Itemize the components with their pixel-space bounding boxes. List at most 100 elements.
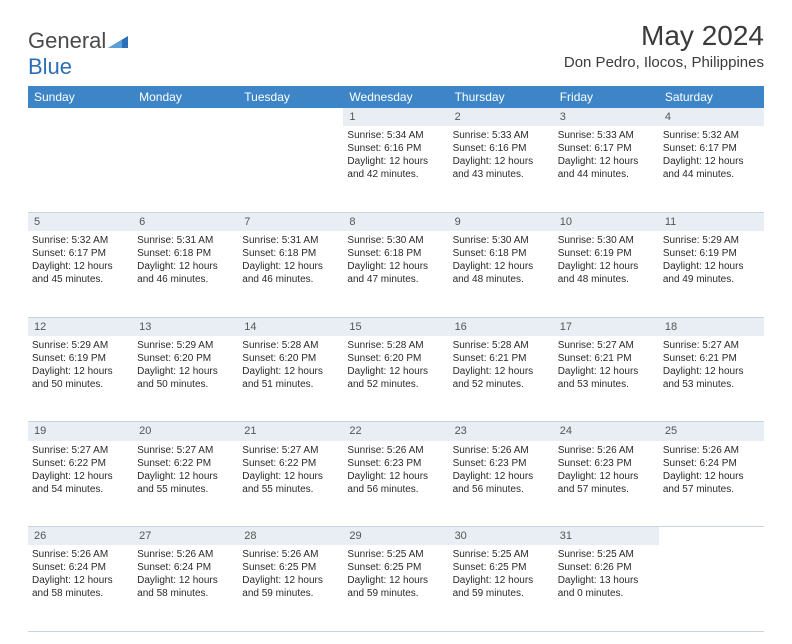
day-sunset: Sunset: 6:20 PM (347, 352, 444, 365)
day-number: 29 (343, 527, 448, 546)
day-content-row: Sunrise: 5:32 AMSunset: 6:17 PMDaylight:… (28, 231, 764, 317)
day-number-row: 1234 (28, 108, 764, 126)
day-day1: Daylight: 12 hours (32, 365, 129, 378)
day-sunset: Sunset: 6:23 PM (558, 457, 655, 470)
day-day2: and 58 minutes. (137, 587, 234, 600)
day-day2: and 45 minutes. (32, 273, 129, 286)
day-number: 10 (554, 212, 659, 231)
day-day2: and 56 minutes. (347, 483, 444, 496)
day-sunset: Sunset: 6:19 PM (32, 352, 129, 365)
day-cell (659, 545, 764, 631)
day-number: 19 (28, 422, 133, 441)
day-sunset: Sunset: 6:24 PM (32, 561, 129, 574)
day-sunset: Sunset: 6:22 PM (32, 457, 129, 470)
day-sunset: Sunset: 6:21 PM (558, 352, 655, 365)
day-cell: Sunrise: 5:28 AMSunset: 6:20 PMDaylight:… (238, 336, 343, 422)
day-sunset: Sunset: 6:17 PM (663, 142, 760, 155)
day-number: 28 (238, 527, 343, 546)
day-number: 24 (554, 422, 659, 441)
day-day2: and 47 minutes. (347, 273, 444, 286)
day-sunrise: Sunrise: 5:26 AM (242, 548, 339, 561)
day-number-row: 567891011 (28, 212, 764, 231)
header: GeneralBlue May 2024 Don Pedro, Ilocos, … (28, 20, 764, 80)
day-day2: and 52 minutes. (347, 378, 444, 391)
day-cell: Sunrise: 5:30 AMSunset: 6:18 PMDaylight:… (449, 231, 554, 317)
day-day1: Daylight: 12 hours (32, 574, 129, 587)
day-number: 5 (28, 212, 133, 231)
day-day2: and 0 minutes. (558, 587, 655, 600)
day-day1: Daylight: 12 hours (453, 155, 550, 168)
day-day2: and 54 minutes. (32, 483, 129, 496)
day-number: 1 (343, 108, 448, 126)
day-sunset: Sunset: 6:26 PM (558, 561, 655, 574)
day-day2: and 59 minutes. (453, 587, 550, 600)
weekday-header: Tuesday (238, 86, 343, 108)
day-number (659, 527, 764, 546)
day-sunrise: Sunrise: 5:28 AM (347, 339, 444, 352)
day-cell (238, 126, 343, 212)
day-sunrise: Sunrise: 5:34 AM (347, 129, 444, 142)
day-number: 30 (449, 527, 554, 546)
day-day2: and 46 minutes. (137, 273, 234, 286)
day-number: 21 (238, 422, 343, 441)
day-number: 15 (343, 317, 448, 336)
day-day2: and 55 minutes. (242, 483, 339, 496)
day-day1: Daylight: 12 hours (242, 260, 339, 273)
day-sunrise: Sunrise: 5:27 AM (242, 444, 339, 457)
day-day2: and 44 minutes. (558, 168, 655, 181)
day-content-row: Sunrise: 5:27 AMSunset: 6:22 PMDaylight:… (28, 441, 764, 527)
day-day2: and 48 minutes. (453, 273, 550, 286)
day-sunrise: Sunrise: 5:26 AM (32, 548, 129, 561)
day-day2: and 59 minutes. (347, 587, 444, 600)
day-cell: Sunrise: 5:27 AMSunset: 6:22 PMDaylight:… (28, 441, 133, 527)
day-day1: Daylight: 12 hours (558, 155, 655, 168)
day-number: 18 (659, 317, 764, 336)
day-cell: Sunrise: 5:27 AMSunset: 6:21 PMDaylight:… (554, 336, 659, 422)
day-sunrise: Sunrise: 5:29 AM (663, 234, 760, 247)
day-day1: Daylight: 12 hours (663, 365, 760, 378)
day-sunrise: Sunrise: 5:33 AM (453, 129, 550, 142)
day-day2: and 42 minutes. (347, 168, 444, 181)
day-cell: Sunrise: 5:33 AMSunset: 6:17 PMDaylight:… (554, 126, 659, 212)
day-number: 11 (659, 212, 764, 231)
brand-general: General (28, 28, 106, 53)
day-number: 22 (343, 422, 448, 441)
day-day1: Daylight: 12 hours (663, 155, 760, 168)
day-sunrise: Sunrise: 5:30 AM (347, 234, 444, 247)
day-number (238, 108, 343, 126)
day-number: 9 (449, 212, 554, 231)
day-cell: Sunrise: 5:26 AMSunset: 6:23 PMDaylight:… (554, 441, 659, 527)
day-cell: Sunrise: 5:26 AMSunset: 6:23 PMDaylight:… (343, 441, 448, 527)
day-sunset: Sunset: 6:25 PM (242, 561, 339, 574)
day-cell: Sunrise: 5:25 AMSunset: 6:26 PMDaylight:… (554, 545, 659, 631)
day-day1: Daylight: 13 hours (558, 574, 655, 587)
day-sunset: Sunset: 6:24 PM (137, 561, 234, 574)
day-number-row: 262728293031 (28, 527, 764, 546)
day-number: 27 (133, 527, 238, 546)
brand-logo: GeneralBlue (28, 20, 128, 80)
day-number: 20 (133, 422, 238, 441)
calendar-body: 1234Sunrise: 5:34 AMSunset: 6:16 PMDayli… (28, 108, 764, 631)
day-day1: Daylight: 12 hours (32, 470, 129, 483)
day-cell: Sunrise: 5:28 AMSunset: 6:20 PMDaylight:… (343, 336, 448, 422)
day-sunrise: Sunrise: 5:25 AM (347, 548, 444, 561)
day-day2: and 58 minutes. (32, 587, 129, 600)
day-sunrise: Sunrise: 5:26 AM (453, 444, 550, 457)
weekday-header: Friday (554, 86, 659, 108)
day-number: 3 (554, 108, 659, 126)
day-sunrise: Sunrise: 5:25 AM (453, 548, 550, 561)
day-cell: Sunrise: 5:27 AMSunset: 6:22 PMDaylight:… (133, 441, 238, 527)
day-day2: and 52 minutes. (453, 378, 550, 391)
day-number-row: 19202122232425 (28, 422, 764, 441)
day-sunset: Sunset: 6:22 PM (137, 457, 234, 470)
day-day1: Daylight: 12 hours (347, 155, 444, 168)
day-cell: Sunrise: 5:32 AMSunset: 6:17 PMDaylight:… (28, 231, 133, 317)
day-day2: and 57 minutes. (558, 483, 655, 496)
day-sunrise: Sunrise: 5:32 AM (32, 234, 129, 247)
day-day1: Daylight: 12 hours (137, 574, 234, 587)
day-sunrise: Sunrise: 5:26 AM (558, 444, 655, 457)
day-sunset: Sunset: 6:23 PM (453, 457, 550, 470)
calendar-table: Sunday Monday Tuesday Wednesday Thursday… (28, 86, 764, 632)
brand-blue: Blue (28, 54, 72, 79)
day-cell: Sunrise: 5:29 AMSunset: 6:20 PMDaylight:… (133, 336, 238, 422)
